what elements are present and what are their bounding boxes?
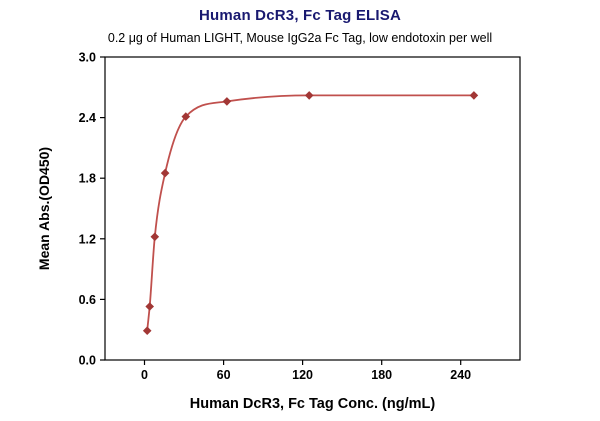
y-tick-label: 0.0 (79, 354, 96, 368)
y-tick-label: 0.6 (79, 293, 96, 307)
plot-frame (104, 56, 521, 361)
data-point-marker (160, 168, 170, 178)
x-tick-label: 120 (292, 368, 313, 382)
x-axis: 0 60 120 180 240 (141, 360, 471, 382)
data-points (142, 91, 479, 335)
y-axis-label: Mean Abs.(OD450) (36, 147, 52, 270)
x-axis-label: Human DcR3, Fc Tag Conc. (ng/mL) (190, 396, 436, 412)
data-point-marker (181, 112, 191, 121)
data-point-marker (145, 302, 154, 311)
fit-curve (146, 94, 475, 332)
y-tick-label: 3.0 (79, 51, 96, 65)
x-tick-label: 180 (371, 368, 392, 382)
x-tick-label: 60 (217, 368, 231, 382)
chart-subtitle: 0.2 μg of Human LIGHT, Mouse IgG2a Fc Ta… (107, 31, 493, 45)
y-axis: 0.0 0.6 1.2 1.8 2.4 3.0 (79, 51, 105, 368)
data-point-marker (142, 326, 152, 335)
data-point-marker (469, 91, 479, 100)
data-point-marker (222, 97, 232, 106)
x-tick-label: 240 (450, 368, 471, 382)
y-tick-label: 1.2 (79, 232, 96, 246)
y-tick-label: 2.4 (79, 111, 96, 125)
x-tick-label: 0 (141, 368, 148, 382)
chart-title: Human DcR3, Fc Tag ELISA (198, 7, 402, 24)
y-tick-label: 1.8 (79, 172, 96, 186)
data-point-marker (150, 232, 160, 242)
data-point-marker (304, 91, 314, 100)
